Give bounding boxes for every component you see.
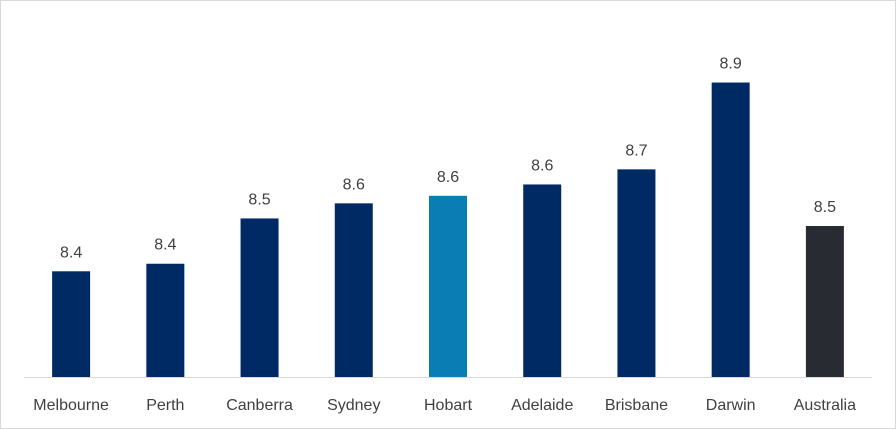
bar-australia <box>805 225 844 377</box>
bar-brisbane <box>617 169 656 377</box>
data-label: 8.7 <box>625 142 647 159</box>
x-tick-label: Melbourne <box>33 397 109 414</box>
bar-adelaide <box>523 184 562 377</box>
bar-canberra <box>240 218 279 377</box>
bar-melbourne <box>52 271 91 377</box>
bar-sydney <box>334 203 373 377</box>
x-tick-label: Darwin <box>706 397 756 414</box>
x-tick-label: Brisbane <box>605 397 668 414</box>
x-tick-label: Adelaide <box>511 397 573 414</box>
x-tick-label: Australia <box>794 397 856 414</box>
x-tick-label: Hobart <box>424 397 473 414</box>
x-tick-label: Canberra <box>226 397 293 414</box>
x-tick-label: Perth <box>146 397 184 414</box>
data-label: 8.6 <box>531 157 553 174</box>
bar-darwin <box>711 82 750 378</box>
data-label: 8.6 <box>343 176 365 193</box>
x-tick-label: Sydney <box>327 397 380 414</box>
bar-perth <box>146 263 185 377</box>
data-label: 8.5 <box>814 199 836 216</box>
data-label: 8.9 <box>720 56 742 73</box>
data-label: 8.4 <box>60 244 82 261</box>
bar-hobart <box>429 195 467 377</box>
data-label: 8.4 <box>154 237 176 254</box>
data-label: 8.6 <box>437 169 459 186</box>
data-label: 8.5 <box>248 191 270 208</box>
